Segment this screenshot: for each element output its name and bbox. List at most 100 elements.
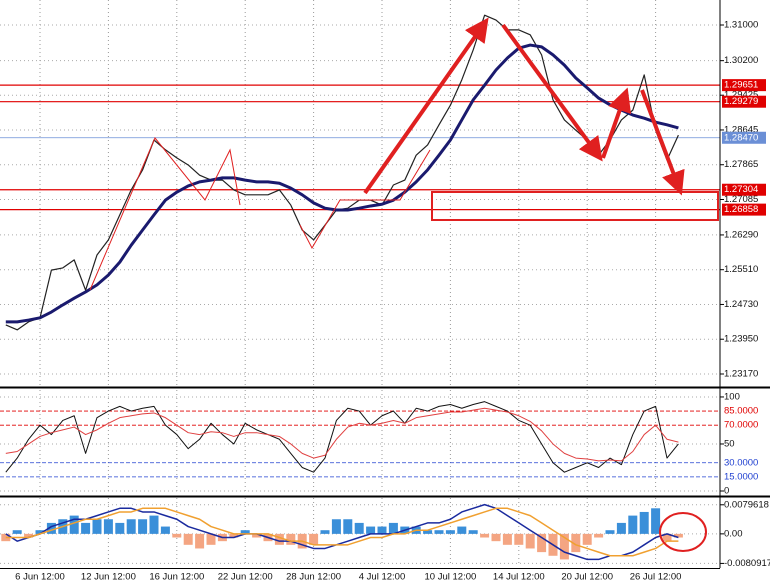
level-label: 1.28470 — [724, 132, 758, 143]
histogram-bar — [457, 526, 467, 534]
level-label: 30.0000 — [724, 457, 758, 468]
histogram-bar — [320, 530, 330, 534]
series-line — [5, 407, 679, 462]
level-label-box — [722, 183, 766, 196]
y-tick-label: 100 — [724, 391, 740, 402]
level-label: 1.29651 — [724, 80, 758, 91]
x-tick-label: 10 Jul 12:00 — [425, 572, 477, 583]
histogram-bar — [160, 526, 170, 534]
histogram-bar — [616, 522, 626, 534]
y-tick-label: 1.28645 — [724, 124, 758, 135]
histogram-bar — [286, 533, 296, 545]
annotations — [89, 17, 719, 552]
histogram-bar — [229, 533, 239, 538]
histogram-bar — [571, 533, 581, 553]
level-label-box — [722, 95, 766, 108]
x-tick-label: 20 Jul 12:00 — [561, 572, 613, 583]
y-tick-label: -0.0080917 — [724, 558, 770, 569]
highlight-circle — [659, 512, 707, 552]
histogram-bar — [594, 533, 604, 538]
histogram-bar — [115, 522, 125, 534]
histogram-bar — [343, 519, 353, 534]
histogram-bar — [331, 519, 341, 534]
histogram-bar — [434, 530, 444, 534]
y-tick-label: 1.29425 — [724, 90, 758, 101]
histogram-bar — [662, 533, 672, 542]
level-label: 1.27304 — [724, 184, 758, 195]
series-line — [5, 401, 679, 473]
histogram-bar — [366, 526, 376, 534]
histogram-bar — [537, 533, 547, 553]
histogram-bar — [639, 511, 649, 534]
histogram-bar — [46, 522, 56, 534]
histogram-bar — [388, 522, 398, 534]
histogram-bar — [149, 515, 159, 534]
arrow-up — [601, 87, 632, 159]
histogram-bar — [81, 522, 91, 534]
level-label-box — [722, 79, 766, 92]
arrow-down — [640, 89, 685, 196]
histogram-bar — [309, 533, 319, 545]
histogram-bar — [468, 530, 478, 534]
histogram-bar — [206, 533, 216, 545]
histogram-bar — [126, 519, 136, 534]
histogram-bar — [24, 533, 34, 538]
y-tick-label: 1.26290 — [724, 229, 758, 240]
x-tick-label: 12 Jun 12:00 — [81, 572, 136, 583]
histogram-bar — [138, 519, 148, 534]
x-tick-label: 28 Jun 12:00 — [286, 572, 341, 583]
x-tick-label: 26 Jul 12:00 — [630, 572, 682, 583]
x-tick-label: 16 Jun 12:00 — [149, 572, 204, 583]
histogram-bar — [502, 533, 512, 545]
histogram-bar — [195, 533, 205, 549]
histogram-bar — [12, 530, 22, 534]
histogram-bar — [605, 530, 615, 534]
histogram-bar — [354, 522, 364, 534]
y-tick-label: 1.23170 — [724, 369, 758, 380]
histogram-bar — [274, 533, 284, 545]
histogram-bar — [183, 533, 193, 545]
histogram-bar — [628, 515, 638, 534]
y-tick-label: 0.0079618 — [724, 499, 769, 510]
histogram-bar — [673, 533, 683, 538]
y-tick-label: 1.24730 — [724, 299, 758, 310]
histogram-bar — [525, 533, 535, 549]
y-tick-label: 1.25510 — [724, 264, 758, 275]
histogram-bar — [423, 530, 433, 534]
level-label: 85.0000 — [724, 406, 758, 417]
y-tick-label: 50 — [724, 438, 735, 449]
trend-zigzag — [89, 137, 241, 291]
histogram-bar — [491, 533, 501, 542]
y-tick-label: 0 — [724, 486, 729, 497]
histogram-bar — [559, 533, 569, 560]
level-label-box — [722, 131, 766, 144]
x-tick-label: 6 Jun 12:00 — [15, 572, 65, 583]
level-label: 1.29279 — [724, 96, 758, 107]
histogram-bar — [480, 533, 490, 538]
histogram-bar — [35, 530, 45, 534]
level-label: 15.0000 — [724, 471, 758, 482]
arrow-down — [501, 23, 603, 162]
y-tick-label: 1.27865 — [724, 159, 758, 170]
histogram-bar — [514, 533, 524, 545]
histogram-bar — [582, 533, 592, 545]
y-tick-label: 1.27085 — [724, 194, 758, 205]
histogram-bar — [172, 533, 182, 538]
histogram-bar — [103, 519, 113, 534]
histogram-bar — [92, 519, 102, 534]
x-tick-label: 4 Jul 12:00 — [359, 572, 405, 583]
level-label-box — [722, 203, 766, 216]
histogram-bar — [377, 526, 387, 534]
series-line — [5, 507, 679, 557]
level-label: 1.26858 — [724, 204, 758, 215]
histogram-bar — [252, 533, 262, 538]
histogram-bar — [445, 530, 455, 534]
y-tick-label: 1.30200 — [724, 55, 758, 66]
y-tick-label: 1.31000 — [724, 20, 758, 31]
target-zone — [431, 191, 719, 221]
series-line — [5, 503, 679, 561]
histogram-bar — [240, 530, 250, 534]
x-tick-label: 22 Jun 12:00 — [218, 572, 273, 583]
